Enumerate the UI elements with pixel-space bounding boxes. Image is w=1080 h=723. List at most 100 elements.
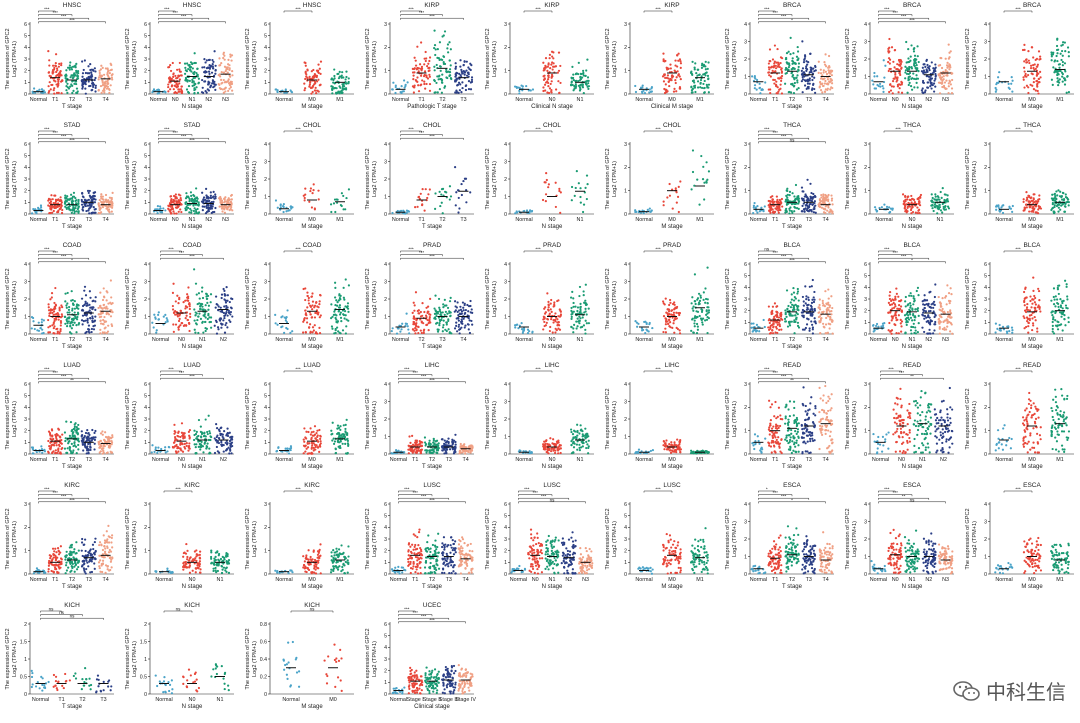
data-point	[197, 77, 201, 80]
data-point	[191, 84, 194, 87]
data-point	[59, 203, 63, 206]
data-point	[462, 64, 465, 67]
data-point	[577, 79, 580, 83]
data-point	[703, 181, 706, 184]
data-point	[831, 203, 834, 206]
data-point	[156, 205, 159, 208]
data-point	[224, 196, 227, 199]
data-point	[289, 331, 292, 335]
data-point	[88, 303, 91, 306]
data-point	[41, 328, 44, 331]
data-point	[440, 188, 444, 191]
data-point	[813, 76, 816, 79]
data-point	[830, 82, 834, 85]
data-point	[341, 87, 344, 90]
data-point	[414, 291, 418, 294]
data-point	[1036, 85, 1039, 88]
data-point	[75, 87, 79, 90]
data-point	[818, 86, 821, 89]
data-point	[769, 88, 772, 91]
y-axis-label: The expression of GPC2	[125, 268, 131, 329]
data-point	[194, 314, 197, 317]
data-point	[83, 59, 86, 62]
data-point	[81, 72, 85, 75]
data-point	[227, 89, 230, 93]
data-point	[72, 208, 75, 212]
data-point	[85, 330, 88, 334]
data-point	[179, 324, 182, 327]
data-point	[421, 79, 424, 82]
data-point	[70, 327, 73, 330]
data-point	[157, 313, 160, 316]
data-point	[438, 306, 441, 309]
x-tick-label: T2	[418, 337, 424, 343]
data-point	[1056, 59, 1059, 63]
data-point	[640, 90, 644, 93]
data-point	[334, 331, 337, 335]
data-point	[167, 77, 171, 80]
data-point	[907, 77, 910, 80]
data-point	[199, 317, 203, 320]
data-point	[549, 82, 552, 86]
data-point	[47, 204, 50, 207]
data-point	[419, 74, 423, 77]
data-point	[584, 186, 587, 189]
data-point	[90, 330, 93, 334]
data-point	[210, 211, 213, 215]
y-tick-label: 3	[504, 159, 507, 165]
data-point	[461, 86, 464, 90]
data-point	[335, 299, 338, 302]
data-point	[579, 201, 582, 204]
data-point	[824, 211, 827, 215]
data-point	[53, 301, 56, 305]
data-point	[88, 328, 91, 331]
data-point	[172, 323, 175, 326]
data-point	[887, 57, 891, 60]
data-point	[573, 85, 576, 88]
significance-label: ***	[895, 127, 901, 132]
data-point	[203, 314, 206, 318]
data-point	[192, 198, 195, 202]
panel-title: HNSC	[303, 2, 322, 9]
data-point	[282, 205, 285, 209]
data-point	[229, 320, 232, 323]
significance-label: ***	[419, 10, 425, 15]
data-point	[176, 68, 179, 71]
data-point	[173, 199, 176, 202]
data-point	[933, 90, 936, 93]
significance-label: ***	[655, 7, 661, 12]
data-point	[1025, 206, 1028, 209]
data-point	[340, 74, 343, 77]
data-point	[54, 64, 57, 67]
data-point	[1060, 58, 1063, 62]
data-point	[443, 190, 447, 193]
data-point	[921, 81, 925, 84]
data-point	[1032, 66, 1035, 70]
data-point	[73, 321, 76, 324]
data-point	[55, 318, 58, 321]
x-tick-label: N1	[909, 97, 916, 103]
data-point	[1027, 59, 1030, 62]
data-point	[1037, 208, 1040, 211]
data-point	[337, 330, 340, 333]
data-point	[334, 286, 337, 289]
data-point	[171, 304, 174, 308]
data-point	[188, 302, 191, 305]
data-point	[207, 66, 210, 69]
data-point	[769, 206, 772, 209]
data-point	[201, 201, 205, 204]
data-point	[662, 80, 666, 83]
data-point	[1066, 75, 1069, 78]
data-point	[1001, 204, 1004, 207]
data-point	[455, 77, 458, 80]
data-point	[806, 178, 809, 181]
data-point	[1061, 64, 1064, 67]
significance-label: ***	[53, 10, 59, 15]
data-point	[437, 78, 440, 81]
data-point	[447, 318, 450, 321]
data-point	[662, 204, 665, 207]
data-point	[438, 41, 442, 44]
data-point	[167, 90, 170, 93]
